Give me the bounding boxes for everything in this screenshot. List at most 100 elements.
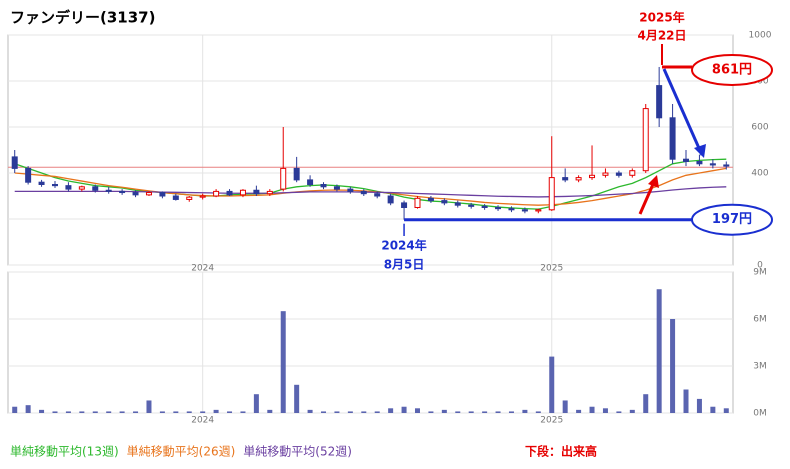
candle-body bbox=[374, 193, 381, 197]
candle-body bbox=[65, 185, 72, 190]
candle-body bbox=[615, 172, 622, 176]
y-tick-label: 0 bbox=[757, 261, 763, 271]
annotation: 4月22日 bbox=[637, 29, 686, 43]
volume-bar bbox=[576, 409, 582, 413]
candle-body bbox=[226, 190, 233, 196]
candle-body bbox=[575, 177, 582, 181]
candle-body bbox=[427, 197, 434, 202]
candle-body bbox=[481, 205, 488, 209]
candle-body bbox=[629, 170, 636, 176]
candle-body bbox=[186, 196, 193, 200]
candle-body bbox=[401, 202, 408, 208]
trend-arrow bbox=[638, 181, 656, 215]
volume-bar bbox=[683, 389, 689, 413]
volume-bar bbox=[321, 411, 327, 413]
legend-entry: 単純移動平均(26週) bbox=[127, 445, 236, 459]
volume-bar bbox=[119, 411, 125, 413]
volume-bar bbox=[334, 411, 340, 413]
y-tick-label: 3M bbox=[753, 362, 767, 372]
candle-body bbox=[642, 108, 649, 172]
candle-body bbox=[562, 177, 569, 181]
candle-body bbox=[333, 186, 340, 190]
volume-bar bbox=[280, 311, 286, 413]
candle-body bbox=[159, 192, 166, 197]
volume-bar bbox=[401, 406, 407, 413]
y-tick-label: 6M bbox=[753, 315, 767, 325]
candle-body bbox=[709, 163, 716, 166]
candle-body bbox=[307, 179, 314, 185]
volume-bar bbox=[643, 394, 649, 413]
legend-entry: 単純移動平均(13週) bbox=[10, 445, 119, 459]
candle-body bbox=[119, 190, 126, 194]
candle-body bbox=[454, 202, 461, 206]
x-tick-label: 2025 bbox=[540, 416, 563, 426]
volume-bar bbox=[227, 411, 233, 413]
candle-body bbox=[414, 197, 421, 209]
volume-bar bbox=[602, 408, 608, 413]
candle-body bbox=[280, 167, 287, 190]
volume-panel bbox=[7, 271, 734, 414]
callout bbox=[691, 203, 773, 236]
volume-bar bbox=[92, 411, 98, 413]
y-tick-label: 600 bbox=[751, 123, 768, 133]
candle-body bbox=[521, 209, 528, 212]
volume-bar bbox=[200, 411, 206, 413]
candle-body bbox=[347, 188, 354, 192]
annotation: 2025年 bbox=[639, 10, 684, 25]
candle-body bbox=[51, 184, 58, 187]
volume-bar bbox=[39, 409, 45, 413]
volume-bar bbox=[52, 411, 58, 413]
candle-body bbox=[253, 189, 260, 195]
annotation: 861円 bbox=[712, 62, 752, 77]
x-tick-label: 2024 bbox=[191, 416, 214, 426]
candle-body bbox=[213, 190, 220, 197]
volume-bar bbox=[25, 405, 31, 413]
legend-entry: 単純移動平均(52週) bbox=[243, 445, 352, 459]
volume-bar bbox=[414, 408, 420, 413]
candle-body bbox=[696, 161, 703, 165]
candle-body bbox=[468, 204, 475, 207]
volume-bar bbox=[616, 411, 622, 413]
volume-bar bbox=[710, 406, 716, 413]
volume-bar bbox=[482, 411, 488, 413]
y-tick-label: 1000 bbox=[749, 31, 772, 41]
candle-body bbox=[105, 189, 112, 192]
volume-bar bbox=[186, 411, 192, 413]
annotation: 197円 bbox=[712, 212, 752, 227]
volume-bar bbox=[455, 411, 461, 413]
x-tick-label: 2024 bbox=[191, 264, 214, 274]
volume-bar bbox=[65, 411, 71, 413]
volume-bar bbox=[441, 409, 447, 413]
candle-body bbox=[508, 208, 515, 211]
arrow-head bbox=[648, 175, 659, 188]
volume-bar bbox=[696, 398, 702, 413]
volume-bar bbox=[723, 408, 729, 413]
candle-body bbox=[495, 207, 502, 210]
trend-arrow bbox=[662, 68, 704, 156]
volume-bar bbox=[522, 409, 528, 413]
volume-bar bbox=[173, 411, 179, 413]
volume-bar bbox=[240, 411, 246, 413]
volume-bar bbox=[347, 411, 353, 413]
candle-body bbox=[656, 85, 663, 119]
volume-bar bbox=[629, 409, 635, 413]
annotation: 2024年 bbox=[381, 238, 426, 253]
candle-body bbox=[669, 117, 676, 160]
candle-body bbox=[92, 186, 99, 191]
y-tick-label: 0M bbox=[753, 409, 767, 419]
candle-body bbox=[683, 158, 690, 162]
candle-body bbox=[589, 174, 596, 179]
candle-body bbox=[11, 156, 18, 169]
moving-average bbox=[14, 167, 727, 206]
volume-bar bbox=[79, 411, 85, 413]
volume-bar bbox=[656, 289, 662, 413]
arrow-head bbox=[694, 144, 706, 158]
candle-body bbox=[25, 167, 32, 183]
candle-body bbox=[239, 189, 246, 196]
volume-bar bbox=[549, 356, 555, 413]
volume-bar bbox=[670, 319, 676, 413]
volume-bar bbox=[374, 411, 380, 413]
annotation: 8月5日 bbox=[384, 258, 425, 272]
candle-body bbox=[602, 172, 609, 176]
